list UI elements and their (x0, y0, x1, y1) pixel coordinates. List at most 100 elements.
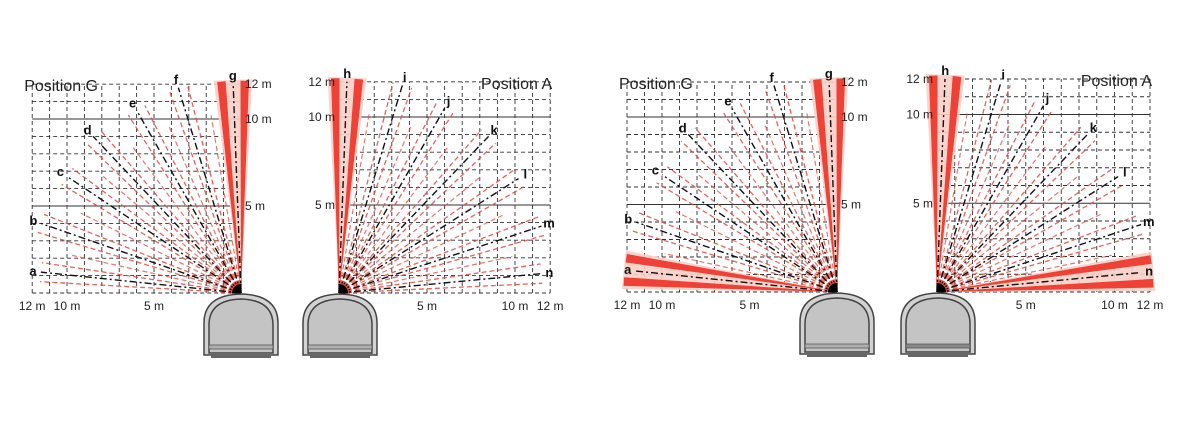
beam-outline (71, 167, 242, 294)
beam-center-line (135, 109, 242, 294)
beam-outline (338, 186, 525, 294)
y-axis-label: 10 m (308, 110, 335, 124)
beam-center-line (66, 175, 242, 294)
beam-outline (936, 100, 1036, 293)
beam-fan-line (664, 252, 838, 293)
beam-highlight-bar (813, 79, 837, 287)
beam-fan-line (764, 124, 838, 293)
beam-fan-line (936, 254, 1112, 293)
beam-label-m: m (543, 216, 555, 231)
beam-highlight-bar (928, 75, 938, 287)
beam-fan-line (936, 144, 1048, 293)
beam-outline (338, 216, 539, 294)
beam-center-line (338, 85, 404, 294)
beam-label-l: l (523, 166, 527, 181)
beam-label-f: f (769, 70, 774, 85)
panel-title: Position G (619, 76, 693, 93)
beam-label-l: l (1123, 164, 1127, 179)
x-axis-label: 10 m (1101, 298, 1128, 312)
beam-label-a: a (29, 263, 37, 278)
sensor-device (203, 293, 279, 358)
beam-outline (127, 114, 242, 294)
beam-highlight-bar (625, 253, 832, 292)
x-axis-label: 5 m (417, 299, 437, 313)
beam-outline (85, 142, 242, 294)
beam-highlight-bar (240, 80, 249, 288)
beam-highlight-bar (942, 278, 1154, 292)
x-axis-label: 5 m (739, 298, 759, 312)
beam-center-line (40, 222, 242, 294)
y-axis-label: 10 m (841, 110, 868, 124)
beam-fan-line (210, 115, 242, 294)
y-axis-label: 12 m (841, 75, 868, 89)
beam-label-e: e (724, 93, 731, 108)
beam-outline (338, 142, 497, 294)
beam-outline (37, 231, 242, 294)
sensor-device (900, 292, 976, 357)
beam-label-f: f (174, 72, 179, 87)
beam-highlight-bar (339, 78, 364, 288)
beam-center-line (338, 272, 542, 294)
sensor-base (908, 354, 968, 357)
beam-outline (936, 110, 1053, 293)
sensor-base (211, 355, 271, 358)
beam-outline (43, 213, 242, 294)
beam-label-h: h (343, 66, 351, 81)
beam-outline (338, 129, 483, 294)
beam-outline (936, 85, 1011, 293)
beam-center-line (936, 176, 1119, 293)
beam-center-line (661, 174, 838, 293)
beam-outline (782, 82, 838, 293)
x-axis-label: 12 m (614, 298, 641, 312)
beam-fan-line (936, 110, 969, 293)
panel-title: Position G (24, 78, 98, 95)
beam-label-d: d (84, 123, 92, 138)
sensor-inner-face (905, 297, 971, 353)
beam-fan-line (338, 146, 449, 294)
beam-outline (936, 79, 993, 293)
beam-center-line (936, 133, 1089, 293)
sensor-band (905, 343, 971, 349)
beam-outline (632, 230, 838, 293)
beam-center-line (687, 134, 838, 293)
y-axis-label: 5 m (315, 198, 335, 212)
beam-outline (936, 140, 1096, 293)
beam-highlight-bar (217, 81, 241, 288)
beam-outline (936, 126, 1082, 293)
beam-highlight-bar (330, 78, 340, 288)
beam-label-g: g (825, 66, 833, 81)
grid (936, 78, 1151, 293)
beam-center-line (338, 135, 490, 294)
x-axis-label: 12 m (537, 299, 564, 313)
beam-highlight-bar (937, 76, 962, 287)
beam-center-line (338, 107, 446, 294)
beam-outline (186, 84, 242, 294)
beam-center-line (40, 271, 242, 294)
beam-center-line (177, 87, 242, 294)
beam-center-line (338, 81, 348, 294)
panel-title: Position A (481, 76, 552, 93)
beam-fan-line (697, 174, 838, 293)
beam-center-line (635, 221, 838, 293)
beam-outline (338, 263, 541, 294)
beam-center-line (828, 81, 838, 293)
sensor-base (310, 355, 370, 358)
beam-outline (61, 183, 242, 294)
beam-center-line (936, 78, 946, 293)
beam-fan-line (338, 176, 481, 294)
x-axis-label: 12 m (19, 299, 46, 313)
beam-label-e: e (129, 95, 136, 110)
beam-label-n: n (545, 265, 553, 280)
beam-outline (39, 280, 242, 294)
beam-center-line (936, 105, 1045, 293)
beam-outline (723, 112, 838, 293)
y-axis-label: 12 m (308, 75, 335, 89)
sensor-band (307, 344, 373, 350)
beam-outline (764, 88, 838, 293)
beam-label-b: b (624, 211, 632, 226)
y-axis-label: 12 m (906, 72, 933, 86)
sensor-inner-face (208, 298, 274, 354)
sensor-device (799, 292, 875, 357)
beam-label-i: i (1001, 67, 1005, 82)
beam-outline (168, 90, 242, 294)
